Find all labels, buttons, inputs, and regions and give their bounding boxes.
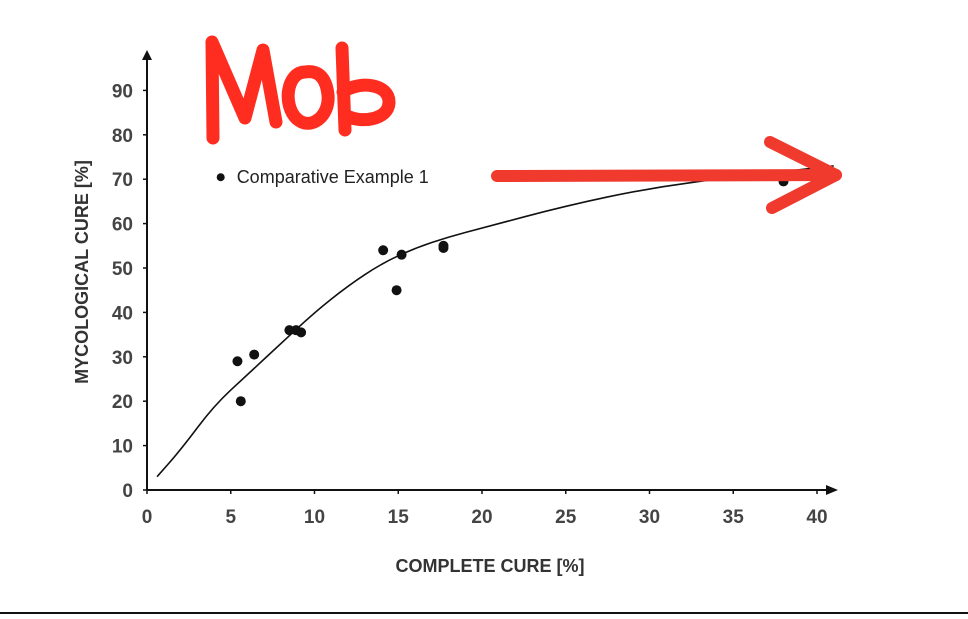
data-point <box>296 327 307 338</box>
x-axis-title: COMPLETE CURE [%] <box>396 556 585 576</box>
fit-curve <box>156 165 834 478</box>
x-tick-label: 10 <box>304 507 325 528</box>
y-tick-label: 50 <box>112 259 133 280</box>
y-tick-label: 20 <box>112 392 133 413</box>
annotation-marker <box>216 173 225 182</box>
data-points <box>232 176 789 407</box>
red-arrow-shaft <box>491 169 842 182</box>
x-tick-label: 15 <box>388 507 410 528</box>
x-ticks: 0 5 10 15 20 25 30 35 40 <box>142 490 828 528</box>
annotation-label: Comparative Example 1 <box>237 167 429 187</box>
data-point <box>249 349 260 360</box>
x-tick-label: 25 <box>555 507 577 528</box>
annotations: Comparative Example 1 <box>216 167 429 187</box>
data-point <box>396 249 407 260</box>
data-point <box>235 396 246 407</box>
y-ticks: 0 10 20 30 40 50 60 70 80 90 <box>112 81 147 502</box>
axes <box>142 50 838 495</box>
handwritten-b <box>335 41 396 137</box>
y-tick-label: 30 <box>112 348 133 369</box>
data-point <box>438 243 449 254</box>
x-tick-label: 5 <box>225 507 236 528</box>
x-axis-arrowhead <box>826 485 838 495</box>
x-tick-label: 40 <box>806 507 827 528</box>
handwritten-m <box>205 35 283 145</box>
data-point <box>391 285 402 296</box>
data-point <box>378 245 389 256</box>
bottom-rule <box>0 612 968 614</box>
y-tick-label: 10 <box>112 437 133 458</box>
data-point <box>232 356 243 367</box>
x-tick-label: 20 <box>471 507 492 528</box>
y-tick-label: 60 <box>112 215 133 236</box>
x-tick-label: 35 <box>723 507 745 528</box>
handwritten-mob-scribble <box>205 35 396 145</box>
y-tick-label: 80 <box>112 126 133 147</box>
y-axis-arrowhead <box>142 50 152 60</box>
red-arrow <box>491 136 842 214</box>
x-tick-label: 30 <box>639 507 660 528</box>
y-axis-title: MYCOLOGICAL CURE [%] <box>72 160 92 384</box>
red-arrow-head <box>764 136 842 214</box>
handwritten-o <box>281 65 335 130</box>
y-tick-label: 40 <box>112 303 133 324</box>
y-tick-label: 70 <box>112 170 133 191</box>
x-tick-label: 0 <box>142 507 153 528</box>
y-tick-label: 0 <box>122 481 133 502</box>
y-tick-label: 90 <box>112 81 133 102</box>
